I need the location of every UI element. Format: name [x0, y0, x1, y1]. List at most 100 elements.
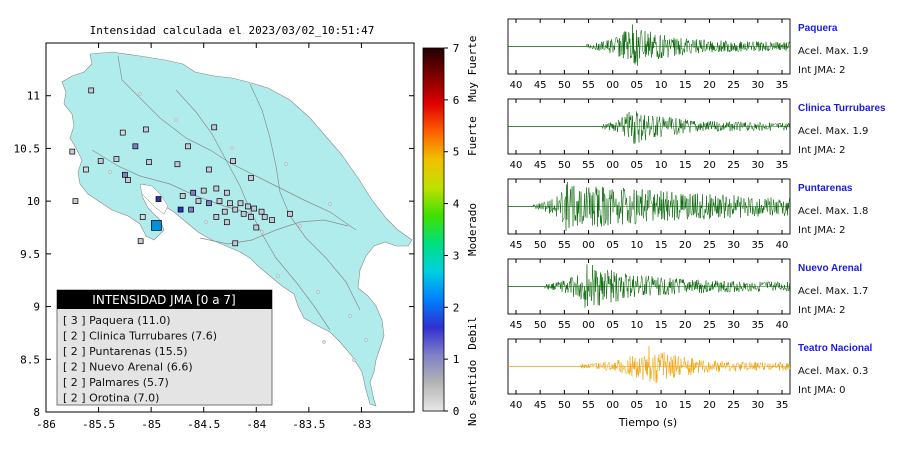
waveform-tick-label: 30	[751, 80, 764, 91]
waveform-tick-label: 10	[655, 80, 668, 91]
waveform-tick-label: 05	[606, 320, 619, 331]
waveform-tick-label: 20	[703, 400, 716, 411]
waveform-panels: 40 45 50 55 00 05 10 15 20 25 30 35 Paquera Acel. Max…	[507, 18, 886, 411]
colorbar-tick-label: 6	[453, 94, 460, 107]
station-accel: Acel. Max. 1.9	[798, 46, 868, 57]
y-tick-label: 9	[33, 301, 40, 314]
station-marker	[195, 198, 202, 204]
station-markers	[69, 87, 293, 247]
time-axis-label: Tiempo (s)	[618, 416, 677, 429]
colorbar-tick-label: 2	[453, 301, 460, 314]
waveform-trace	[508, 111, 791, 144]
waveform-tick-label: 45	[534, 80, 547, 91]
waveform-tick-label: 45	[510, 320, 523, 331]
map-frame	[45, 42, 415, 413]
legend-title: INTENSIDAD JMA [0 a 7]	[92, 293, 235, 307]
colorbar-categories: No sentido Debil Moderado Fuerte Muy Fuerte	[466, 36, 479, 426]
waveform-tick-label: 15	[679, 160, 692, 171]
station-marker	[200, 187, 207, 194]
legend-item: [ 2 ] Clinica Turrubares (7.6)	[63, 330, 217, 343]
colorbar-tick-label: 0	[453, 405, 460, 418]
waveform-tick-label: 50	[534, 320, 547, 331]
map-y-axis: 11 10.5 10 9.5 9 8.5 8	[14, 90, 414, 419]
legend-item: [ 3 ] Paquera (11.0)	[63, 314, 171, 327]
y-tick-label: 11	[27, 90, 40, 103]
legend-header	[57, 290, 272, 309]
station-marker	[287, 210, 293, 217]
y-tick-label: 8.5	[20, 353, 40, 366]
waveform-tick-label: 30	[751, 160, 764, 171]
waveform-tick-label: 35	[776, 80, 789, 91]
station-marker	[213, 214, 220, 220]
station-name: Clinica Turrubares	[798, 103, 886, 114]
waveform-tick-label: 25	[727, 160, 740, 171]
waveform-trace	[508, 181, 791, 231]
station-marker	[143, 126, 149, 133]
station-marker	[174, 161, 181, 168]
x-tick-label: -85	[141, 418, 161, 431]
station-marker	[240, 210, 247, 217]
waveform-tick-label: 15	[655, 240, 668, 251]
colorbar-tick-label: 5	[453, 146, 460, 159]
station-marker	[232, 240, 239, 247]
waveform-tick-label: 45	[510, 240, 523, 251]
waveform-tick-label: 55	[558, 240, 571, 251]
waveform-tick-label: 20	[679, 320, 692, 331]
station-marker	[248, 175, 254, 181]
waveform-tick-label: 20	[703, 160, 716, 171]
colorbar-category-label: Fuerte	[466, 116, 479, 156]
colorbar-category-label: Moderado	[466, 203, 479, 256]
station-marker	[185, 143, 191, 150]
colorbar-category-label: Debil	[466, 317, 479, 350]
waveform-tick-label: 05	[606, 240, 619, 251]
station-marker	[139, 214, 146, 220]
waveform-tick-label: 35	[751, 320, 764, 331]
waveform-tick-label: 00	[606, 160, 619, 171]
station-marker	[230, 158, 237, 164]
waveform-tick-label: 50	[558, 80, 571, 91]
station-marker	[221, 208, 228, 215]
station-marker	[258, 208, 265, 215]
waveform-tick-label: 10	[631, 320, 644, 331]
station-jma: Int JMA: 2	[798, 145, 846, 156]
station-marker	[223, 219, 230, 226]
waveform-tick-label: 00	[606, 80, 619, 91]
waveform-tick-label: 25	[703, 320, 716, 331]
waveform-trace	[508, 24, 791, 66]
station-marker	[216, 198, 223, 204]
waveform-tick-label: 35	[776, 400, 789, 411]
waveform-trace	[508, 345, 791, 384]
colorbar-ticks: 0 1 2 3 4 5 6 7	[444, 42, 460, 418]
waveform-tick-label: 10	[655, 160, 668, 171]
waveform-tick-label: 15	[655, 320, 668, 331]
waveform-tick-label: 40	[510, 160, 523, 171]
waveform-tick-label: 20	[703, 80, 716, 91]
station-marker	[227, 200, 233, 207]
station-marker	[248, 214, 254, 220]
station-name: Teatro Nacional	[798, 343, 872, 354]
station-marker	[213, 185, 220, 192]
colorbar-tick-label: 4	[453, 198, 460, 211]
waveform-tick-label: 15	[679, 400, 692, 411]
waveform-panel-0: 40 45 50 55 00 05 10 15 20 25 30 35 Paquera Acel. Max…	[507, 18, 868, 91]
station-jma: Int JMA: 2	[798, 65, 846, 76]
station-marker	[113, 156, 120, 162]
station-marker	[237, 200, 244, 207]
waveform-tick-label: 35	[776, 160, 789, 171]
station-marker	[132, 143, 139, 150]
y-tick-label: 8	[33, 406, 40, 419]
legend-item: [ 2 ] Palmares (5.7)	[63, 376, 169, 389]
waveform-tick-label: 45	[534, 160, 547, 171]
station-marker	[232, 206, 239, 213]
waveform-trace	[508, 264, 791, 308]
waveform-tick-label: 15	[679, 80, 692, 91]
station-accel: Acel. Max. 1.9	[798, 126, 868, 137]
gulf-of-nicoya	[139, 183, 169, 215]
waveform-tick-label: 10	[631, 240, 644, 251]
station-marker	[151, 220, 162, 231]
station-marker	[97, 158, 104, 164]
landmass-costa-rica	[61, 51, 413, 407]
waveform-tick-label: 20	[679, 240, 692, 251]
waveform-tick-label: 25	[703, 240, 716, 251]
station-name: Paquera	[798, 23, 838, 34]
